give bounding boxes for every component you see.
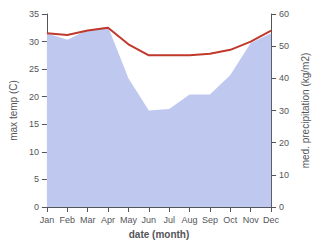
svg-text:15: 15 xyxy=(29,119,39,129)
svg-text:0: 0 xyxy=(279,202,284,212)
svg-text:May: May xyxy=(120,215,138,225)
svg-text:Jul: Jul xyxy=(163,215,175,225)
svg-text:35: 35 xyxy=(29,9,39,19)
svg-text:med. precipitation (kg/m2): med. precipitation (kg/m2) xyxy=(300,53,311,169)
svg-text:25: 25 xyxy=(29,64,39,74)
svg-text:Feb: Feb xyxy=(60,215,76,225)
svg-text:Nov: Nov xyxy=(243,215,260,225)
svg-text:30: 30 xyxy=(29,37,39,47)
svg-text:Mar: Mar xyxy=(80,215,96,225)
svg-text:20: 20 xyxy=(29,92,39,102)
svg-text:date (month): date (month) xyxy=(129,229,190,240)
svg-text:10: 10 xyxy=(29,147,39,157)
svg-text:30: 30 xyxy=(279,106,289,116)
svg-text:Aug: Aug xyxy=(182,215,198,225)
svg-text:20: 20 xyxy=(279,138,289,148)
svg-text:40: 40 xyxy=(279,73,289,83)
svg-text:Jan: Jan xyxy=(40,215,55,225)
svg-text:Dec: Dec xyxy=(263,215,280,225)
svg-text:Oct: Oct xyxy=(223,215,238,225)
svg-text:60: 60 xyxy=(279,9,289,19)
svg-text:max temp (C): max temp (C) xyxy=(8,80,19,141)
svg-text:Apr: Apr xyxy=(101,215,115,225)
svg-text:Jun: Jun xyxy=(142,215,157,225)
svg-text:10: 10 xyxy=(279,170,289,180)
svg-text:0: 0 xyxy=(34,202,39,212)
svg-text:50: 50 xyxy=(279,41,289,51)
svg-text:5: 5 xyxy=(34,174,39,184)
svg-text:Sep: Sep xyxy=(202,215,218,225)
